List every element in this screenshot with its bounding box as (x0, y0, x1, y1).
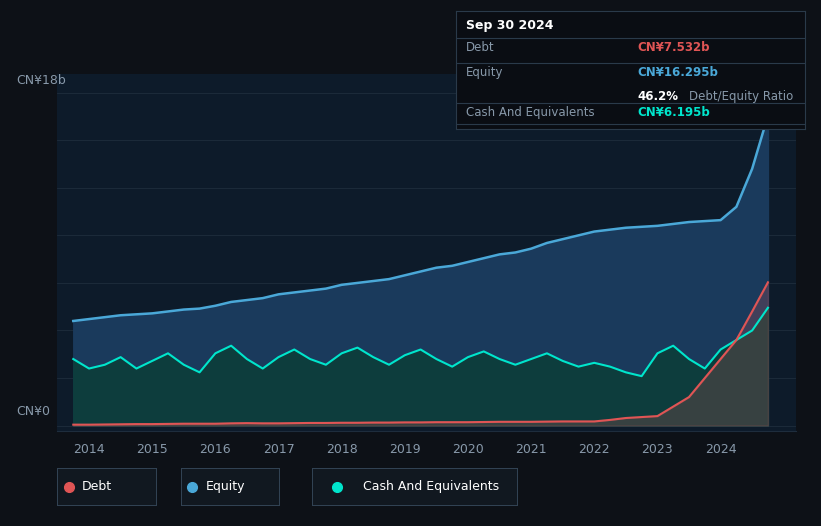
Text: Equity: Equity (466, 66, 503, 79)
Text: Sep 30 2024: Sep 30 2024 (466, 19, 553, 32)
Text: 46.2%: 46.2% (637, 90, 678, 103)
Text: CN¥16.295b: CN¥16.295b (637, 66, 718, 79)
Text: CN¥0: CN¥0 (16, 405, 50, 418)
Text: CN¥7.532b: CN¥7.532b (637, 42, 709, 54)
Text: Debt: Debt (466, 42, 495, 54)
Text: Cash And Equivalents: Cash And Equivalents (466, 106, 594, 119)
Text: Cash And Equivalents: Cash And Equivalents (364, 480, 499, 493)
Text: Debt: Debt (82, 480, 112, 493)
Text: Debt/Equity Ratio: Debt/Equity Ratio (690, 90, 794, 103)
Text: CN¥6.195b: CN¥6.195b (637, 106, 710, 119)
Text: CN¥18b: CN¥18b (16, 74, 67, 87)
Text: Equity: Equity (205, 480, 245, 493)
